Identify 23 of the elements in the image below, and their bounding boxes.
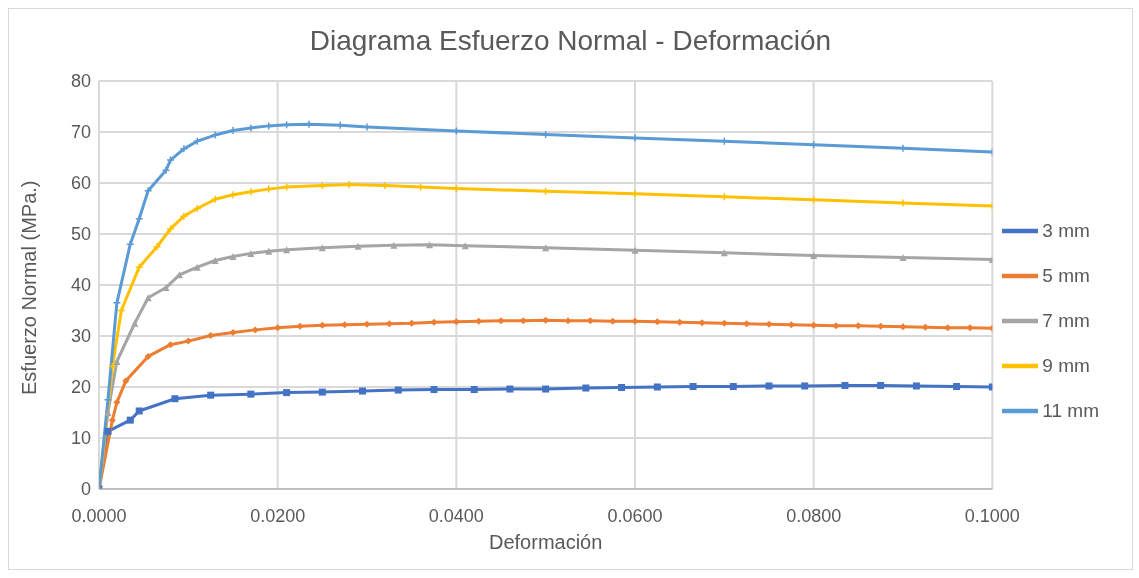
chart-title: Diagrama Esfuerzo Normal - Deformación <box>308 24 833 58</box>
y-axis-title: Esfuerzo Normal (MPa.) <box>18 180 41 395</box>
y-tick-label: 80 <box>70 71 91 92</box>
legend-label: 9 mm <box>1042 354 1090 376</box>
y-tick-label: 0 <box>80 479 91 500</box>
legend-label: 3 mm <box>1042 219 1090 241</box>
x-tick-label: 0.0400 <box>428 505 484 526</box>
x-tick-label: 0.0800 <box>786 505 842 526</box>
y-tick-label: 40 <box>70 275 91 296</box>
x-tick-label: 0.0000 <box>71 505 127 526</box>
y-tick-label: 10 <box>70 428 91 449</box>
legend-label: 11 mm <box>1042 399 1099 421</box>
x-tick-label: 0.1000 <box>964 505 1020 526</box>
y-tick-label: 70 <box>70 122 91 143</box>
y-tick-label: 30 <box>70 326 91 347</box>
y-tick-label: 20 <box>70 377 91 398</box>
x-axis-title: Deformación <box>488 531 603 553</box>
x-tick-label: 0.0200 <box>250 505 306 526</box>
y-tick-label: 50 <box>70 224 91 245</box>
y-tick-label: 60 <box>70 173 91 194</box>
legend-label: 7 mm <box>1042 309 1090 331</box>
x-tick-label: 0.0600 <box>607 505 663 526</box>
legend-label: 5 mm <box>1042 264 1090 286</box>
